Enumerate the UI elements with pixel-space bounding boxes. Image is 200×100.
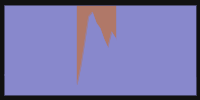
Bar bbox=[77, 5, 115, 95]
